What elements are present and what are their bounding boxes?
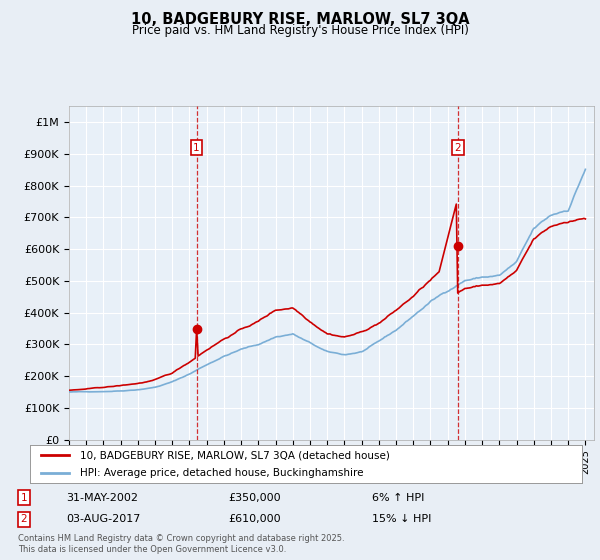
Text: £350,000: £350,000 bbox=[228, 492, 281, 502]
Text: 2: 2 bbox=[454, 143, 461, 153]
Text: 15% ↓ HPI: 15% ↓ HPI bbox=[372, 514, 431, 524]
Text: 1: 1 bbox=[193, 143, 200, 153]
Text: Contains HM Land Registry data © Crown copyright and database right 2025.
This d: Contains HM Land Registry data © Crown c… bbox=[18, 534, 344, 553]
Text: 1: 1 bbox=[20, 492, 28, 502]
Text: £610,000: £610,000 bbox=[228, 514, 281, 524]
Text: 03-AUG-2017: 03-AUG-2017 bbox=[66, 514, 140, 524]
Text: 2: 2 bbox=[20, 514, 28, 524]
Text: 6% ↑ HPI: 6% ↑ HPI bbox=[372, 492, 424, 502]
Text: Price paid vs. HM Land Registry's House Price Index (HPI): Price paid vs. HM Land Registry's House … bbox=[131, 24, 469, 36]
Text: 10, BADGEBURY RISE, MARLOW, SL7 3QA: 10, BADGEBURY RISE, MARLOW, SL7 3QA bbox=[131, 12, 469, 27]
Text: HPI: Average price, detached house, Buckinghamshire: HPI: Average price, detached house, Buck… bbox=[80, 468, 363, 478]
Text: 10, BADGEBURY RISE, MARLOW, SL7 3QA (detached house): 10, BADGEBURY RISE, MARLOW, SL7 3QA (det… bbox=[80, 450, 389, 460]
Text: 31-MAY-2002: 31-MAY-2002 bbox=[66, 492, 138, 502]
